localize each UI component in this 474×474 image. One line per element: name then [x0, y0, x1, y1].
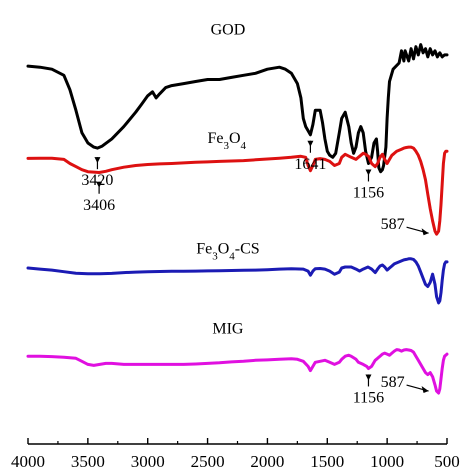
series-line-1 [26, 145, 449, 236]
peak-label: 1156 [353, 184, 384, 201]
peak-annotation-1: 3406 [83, 181, 115, 214]
label-layer: GODFe3O4Fe3O4-CSMIG342034061641115611565… [81, 21, 429, 406]
series-label-0: GOD [211, 21, 246, 38]
peak-label: 1641 [294, 156, 326, 173]
peak-annotation-3: 1156 [353, 169, 384, 201]
x-tick-label: 2500 [191, 452, 225, 471]
series-label-3: MIG [212, 321, 244, 338]
series-label-2: Fe3O4-CS [196, 241, 259, 263]
peak-label: 587 [381, 216, 405, 233]
x-tick-label: 3000 [131, 452, 165, 471]
peak-annotation-4: 1156 [353, 374, 384, 406]
peak-annotation-6: 587 [381, 374, 429, 394]
series-line-2 [26, 257, 449, 305]
peak-label: 3420 [81, 172, 113, 189]
x-tick-label: 1500 [310, 452, 344, 471]
peak-annotation-2: 1641 [294, 140, 326, 173]
peak-annotation-5: 587 [381, 216, 429, 236]
peak-label: 3406 [83, 197, 115, 214]
x-tick-label: 3500 [71, 452, 105, 471]
x-tick-label: 4000 [11, 452, 45, 471]
peak-annotation-0: 3420 [81, 157, 113, 189]
x-tick-label: 2000 [250, 452, 284, 471]
series-line-0 [26, 43, 449, 174]
series-line-3 [26, 348, 449, 395]
x-axis: 4000 3500 3000 2500 2000 1500 1000 500 [11, 438, 460, 471]
x-tick-label: 500 [434, 452, 460, 471]
x-tick-label: 1000 [370, 452, 404, 471]
series-layer [26, 43, 449, 395]
peak-label: 587 [381, 374, 405, 391]
peak-label: 1156 [353, 389, 384, 406]
series-label-1: Fe3O4 [207, 130, 246, 152]
